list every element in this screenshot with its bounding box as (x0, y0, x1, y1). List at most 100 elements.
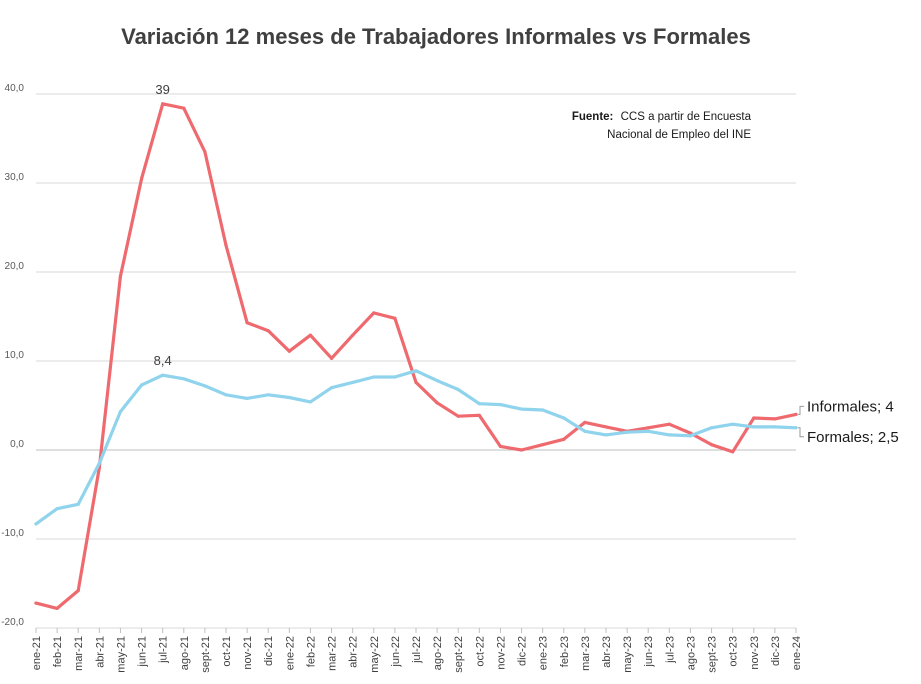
data-point-formales (562, 416, 566, 420)
data-point-informales (351, 333, 355, 337)
y-tick-label: 30,0 (5, 172, 25, 183)
y-tick-label: 0,0 (10, 439, 24, 450)
data-point-informales (646, 426, 650, 430)
data-point-informales (604, 425, 608, 429)
data-point-informales (667, 422, 671, 426)
data-point-formales (245, 396, 249, 400)
data-point-informales (34, 601, 38, 605)
data-point-formales (139, 383, 144, 387)
data-point-formales (414, 369, 418, 373)
x-tick-label: ago-22 (432, 636, 444, 670)
data-point-informales (519, 448, 524, 452)
data-point-informales (224, 243, 228, 247)
source-label: Fuente: (572, 111, 614, 123)
x-tick-label: abr-21 (94, 636, 106, 668)
x-tick-label: mar-21 (73, 636, 85, 671)
data-point-informales (435, 401, 439, 405)
data-point-formales (794, 426, 798, 430)
data-point-formales (646, 429, 650, 433)
x-tick-label: dic-21 (263, 636, 275, 666)
y-tick-label: -20,0 (1, 617, 24, 628)
data-point-informales (118, 274, 123, 279)
x-tick-label: ene-23 (538, 636, 550, 670)
data-point-formales (161, 373, 165, 377)
data-point-formales (351, 380, 355, 384)
data-point-informales (731, 450, 735, 454)
data-point-formales (329, 386, 334, 390)
data-point-formales (498, 403, 503, 407)
end-label-formales: Formales; 2,5 (807, 429, 899, 446)
y-tick-label: 20,0 (5, 261, 25, 272)
x-tick-label: jun-21 (137, 636, 149, 668)
x-tick-label: ene-22 (284, 636, 296, 670)
source-note: Fuente: CCS a partir de Encuesta Naciona… (572, 111, 752, 141)
y-tick-label: 40,0 (5, 83, 25, 94)
data-point-formales (182, 377, 186, 381)
data-point-formales (688, 434, 693, 438)
x-tick-label: ene-24 (791, 636, 803, 670)
data-point-informales (541, 443, 545, 447)
series-lines (34, 102, 798, 611)
x-tick-label: feb-21 (52, 636, 64, 667)
x-tick-label: oct-21 (221, 636, 233, 667)
data-point-formales (435, 378, 439, 383)
end-label-leader-informales (798, 405, 804, 415)
source-line-2: Nacional de Empleo del INE (607, 129, 751, 141)
data-point-formales (224, 393, 228, 397)
x-tick-label: sept-22 (453, 636, 465, 673)
x-tick-label: feb-23 (559, 636, 571, 667)
data-point-formales (604, 433, 608, 437)
data-point-formales (393, 375, 397, 379)
x-tick-label: jul-22 (411, 636, 423, 664)
data-point-formales (773, 425, 777, 429)
series-line-informales (34, 102, 798, 610)
data-point-formales (731, 422, 735, 426)
data-point-formales (287, 395, 291, 400)
x-tick-label: sept-23 (707, 636, 719, 673)
data-point-formales (583, 429, 587, 433)
x-tick-label: mar-22 (327, 636, 339, 671)
x-tick-label: nov-21 (242, 636, 254, 670)
data-point-formales (372, 375, 376, 379)
data-point-informales (794, 412, 798, 416)
data-point-informales (55, 606, 59, 611)
data-point-informales (414, 380, 418, 384)
data-point-informales (203, 150, 207, 154)
data-point-informales (562, 437, 566, 441)
data-point-formales (55, 507, 59, 511)
data-labels: 398,4 (154, 82, 172, 368)
data-point-formales (752, 425, 756, 429)
y-tick-label: 10,0 (5, 350, 25, 361)
data-point-informales (752, 416, 756, 420)
data-point-formales (97, 461, 101, 465)
x-tick-label: ene-21 (31, 636, 43, 670)
data-point-informales (329, 356, 334, 360)
svg-text:Fuente: CCS a partir de: Fuente: CCS a partir de Encuesta (572, 111, 752, 123)
data-point-informales (182, 106, 186, 110)
x-tick-label: jul-21 (158, 636, 170, 664)
x-tick-label: ago-21 (179, 636, 191, 670)
x-tick-label: oct-23 (728, 636, 740, 667)
x-tick-label: nov-22 (495, 636, 507, 670)
data-point-formales (541, 408, 545, 412)
x-tick-label: ago-23 (685, 636, 697, 670)
data-point-informales (76, 589, 80, 593)
end-label-informales: Informales; 4 (807, 398, 894, 415)
data-point-informales (308, 333, 313, 337)
data-point-informales (266, 329, 270, 333)
data-point-informales (139, 176, 144, 181)
data-point-informales (245, 321, 249, 325)
x-tick-label: may-22 (369, 636, 381, 673)
x-tick-label: feb-22 (305, 636, 317, 667)
series-line-formales (34, 369, 798, 526)
x-tick-label: nov-23 (749, 636, 761, 670)
data-point-formales (456, 387, 460, 392)
x-axis-tick-labels: ene-21 feb-21 mar-21 abr-21 may-21 jun-21 jul-… (31, 628, 803, 673)
data-point-formales (519, 407, 524, 411)
y-axis-tick-labels: 40,0 30,0 20,0 10,0 0,0 -10,0 -20,0 (1, 83, 24, 628)
data-point-formales (203, 384, 207, 388)
gridlines (36, 93, 796, 629)
end-label-leader-formales (798, 427, 804, 438)
x-tick-label: abr-23 (601, 636, 613, 668)
